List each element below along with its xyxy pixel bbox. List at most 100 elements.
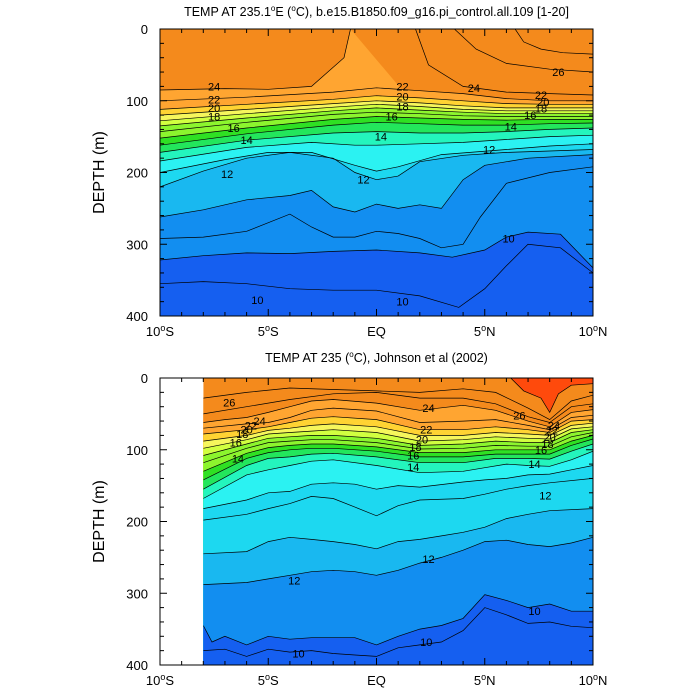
- x-tick-label: 10oN: [579, 323, 608, 339]
- contour-label: 16: [535, 445, 547, 457]
- x-tick-label: 10oS: [146, 672, 174, 688]
- isotherm-line: [203, 536, 594, 585]
- x-tick-label: 5oN: [474, 672, 496, 688]
- contour-label: 18: [541, 439, 553, 451]
- contour-label: 16: [386, 112, 398, 124]
- isotherm-line: [160, 149, 593, 188]
- isotherm-line: [203, 392, 594, 423]
- isotherm-line: [203, 594, 593, 646]
- isotherm-line: [160, 100, 593, 116]
- contour-label: 24: [422, 403, 434, 415]
- contour-fill: 2624222018161424222018161426242220181614…: [203, 378, 594, 665]
- contour-label: 20: [208, 103, 220, 115]
- contour-label: 10: [502, 234, 514, 246]
- contour-label: 24: [208, 81, 220, 93]
- contour-fill: 24 24262220181614122220181614122220181614…: [160, 29, 593, 316]
- isotherm-line: [203, 478, 594, 521]
- isotherm-line: [203, 387, 594, 421]
- isotherm-line: [160, 87, 593, 102]
- contour-label: 22: [546, 425, 558, 437]
- contour-label: 18: [236, 429, 248, 441]
- isotherm-line: [415, 29, 593, 96]
- band-fill: [510, 378, 593, 413]
- isotherm-line: [160, 103, 593, 122]
- contour-label: 20: [537, 97, 549, 109]
- y-axis-label: DEPTH (m): [91, 131, 108, 214]
- y-axis-label: DEPTH (m): [91, 480, 108, 563]
- isotherm-line: [203, 435, 594, 472]
- contour-label: 20: [396, 91, 408, 103]
- y-tick-label: 100: [126, 94, 148, 109]
- contour-label: 12: [422, 554, 434, 566]
- isotherm-line: [203, 465, 594, 509]
- contour-label: 24: [548, 420, 560, 432]
- x-tick-label: 10oS: [146, 323, 174, 339]
- contour-label: 14: [375, 132, 387, 144]
- contour-label: 10: [420, 637, 432, 649]
- chart-title: TEMP AT 235 (oC), Johnson et al (2002): [265, 350, 488, 365]
- contour-label: 10: [251, 295, 263, 307]
- band-fill: [203, 607, 594, 665]
- y-tick-label: 100: [126, 443, 148, 458]
- contour-label: 18: [396, 101, 408, 113]
- contour-label: 20: [240, 425, 252, 437]
- y-tick-label: 200: [126, 166, 148, 181]
- contour-label: 22: [208, 94, 220, 106]
- contour-label: 14: [528, 459, 540, 471]
- isotherm-line: [203, 438, 594, 481]
- y-tick-label: 300: [126, 586, 148, 601]
- y-tick-label: 400: [126, 309, 148, 324]
- isotherm-line: [203, 429, 594, 456]
- y-tick-label: 300: [126, 237, 148, 252]
- contour-label: 26: [513, 410, 525, 422]
- isotherm-line: [160, 143, 593, 173]
- isotherm-line: [454, 29, 593, 73]
- contour-label: 12: [539, 491, 551, 503]
- isotherm-line: [160, 134, 593, 162]
- isotherm-line: [160, 111, 593, 132]
- contour-label: 12: [288, 575, 300, 587]
- isotherm-line: [203, 426, 594, 449]
- contour-label: 14: [232, 453, 244, 465]
- contour-label: 12: [221, 169, 233, 181]
- contour-label: 20: [416, 435, 428, 447]
- contour-label: 16: [407, 450, 419, 462]
- contour-label: 14: [240, 135, 252, 147]
- isotherm-line: [160, 231, 593, 269]
- isotherm-line: [203, 508, 594, 555]
- contour-label: 10: [528, 606, 540, 618]
- y-tick-label: 400: [126, 658, 148, 673]
- contour-label: 22: [245, 420, 257, 432]
- isotherm-line: [514, 29, 593, 55]
- isotherm-line: [510, 378, 594, 414]
- isotherm-line: [160, 107, 593, 127]
- contour-label: 22: [420, 425, 432, 437]
- contour-label: 18: [535, 104, 547, 116]
- contour-label: 10: [396, 297, 408, 309]
- x-tick-label: 5oS: [258, 672, 279, 688]
- x-tick-label: 5oN: [474, 323, 496, 339]
- chart-title: TEMP AT 235.1oE (oC), b.e15.B1850.f09_g1…: [184, 4, 569, 19]
- contour-label: 12: [357, 175, 369, 187]
- isotherm-line: [203, 607, 594, 657]
- isotherm-line: [160, 95, 593, 110]
- isotherm-line: [203, 422, 594, 442]
- isotherm-line: [160, 29, 351, 91]
- isotherm-line: [203, 399, 594, 428]
- contour-label: 26: [552, 67, 564, 79]
- contour-label: 22: [535, 90, 547, 102]
- contour-label: 18: [208, 112, 220, 124]
- x-tick-label: EQ: [367, 324, 386, 339]
- isotherm-line: [203, 450, 594, 499]
- chart-panel-2: 2624222018161424222018161426242220181614…: [91, 350, 607, 688]
- y-tick-label: 0: [141, 371, 148, 386]
- isotherm-line: [160, 166, 593, 249]
- isotherm-line: [203, 443, 594, 490]
- band-fill: [160, 244, 593, 316]
- x-tick-label: EQ: [367, 673, 386, 688]
- contour-label: 20: [544, 432, 556, 444]
- contour-label: 16: [227, 123, 239, 135]
- contour-label: 24: [468, 83, 480, 95]
- contour-label: 14: [407, 462, 419, 474]
- contour-label: 26: [223, 397, 235, 409]
